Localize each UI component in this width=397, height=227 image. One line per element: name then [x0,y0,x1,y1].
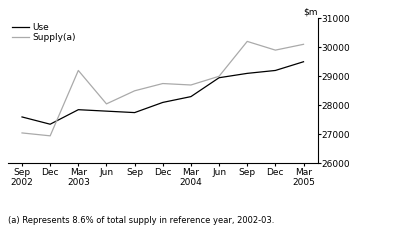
Use [48,123,52,126]
Use [301,60,306,63]
Supply(a) [273,49,278,52]
Supply(a) [76,69,81,72]
Use [76,108,81,111]
Supply(a) [189,84,193,86]
Use [217,76,222,79]
Supply(a) [132,89,137,92]
Supply(a) [217,75,222,78]
Text: $m: $m [303,8,318,17]
Use [189,95,193,98]
Use [160,101,165,104]
Supply(a) [19,132,24,134]
Use [19,116,24,118]
Supply(a) [104,103,109,105]
Use [132,111,137,114]
Line: Use: Use [22,62,304,124]
Supply(a) [48,134,52,137]
Use [245,72,250,75]
Use [104,110,109,113]
Use [273,69,278,72]
Line: Supply(a): Supply(a) [22,41,304,136]
Legend: Use, Supply(a): Use, Supply(a) [12,23,76,42]
Supply(a) [160,82,165,85]
Supply(a) [245,40,250,43]
Text: (a) Represents 8.6% of total supply in reference year, 2002-03.: (a) Represents 8.6% of total supply in r… [8,216,274,225]
Supply(a) [301,43,306,46]
